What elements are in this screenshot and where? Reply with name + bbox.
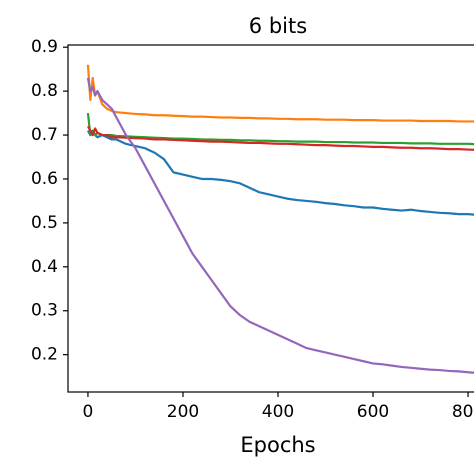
- y-tick-label: 0.4: [31, 257, 58, 277]
- y-tick-label: 0.6: [31, 169, 58, 189]
- x-axis-label: Epochs: [240, 433, 315, 457]
- y-tick-label: 0.5: [31, 213, 58, 233]
- y-tick-label: 0.7: [31, 125, 58, 145]
- x-tick-label: 200: [167, 402, 199, 422]
- x-tick-label: 400: [262, 402, 294, 422]
- data-line: [86, 112, 474, 146]
- y-tick-label: 0.2: [31, 345, 58, 365]
- x-tick-label: 600: [357, 402, 389, 422]
- data-line: [86, 130, 474, 216]
- y-tick-label: 0.9: [31, 37, 58, 57]
- data-line: [86, 125, 474, 151]
- chart-title: 6 bits: [249, 14, 307, 38]
- y-tick-label: 0.3: [31, 301, 58, 321]
- x-tick-label: 800: [452, 402, 474, 422]
- data-line: [86, 64, 474, 123]
- x-tick-label: 0: [83, 402, 94, 422]
- plot-frame: [67, 44, 474, 393]
- data-line: [86, 77, 474, 374]
- y-tick-label: 0.8: [31, 81, 58, 101]
